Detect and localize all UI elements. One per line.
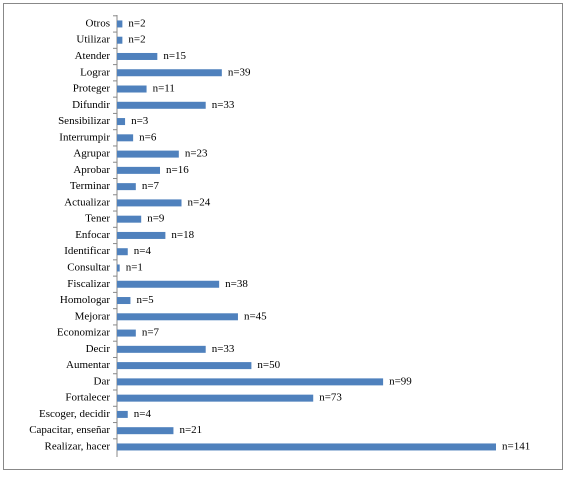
data-label: n=5	[136, 294, 154, 306]
y-tick-label: Decir	[86, 343, 111, 355]
bar	[117, 280, 220, 288]
chart-border	[3, 3, 563, 470]
bar	[117, 394, 314, 402]
y-tick-label: Dar	[94, 375, 111, 387]
data-label: n=15	[163, 50, 186, 62]
data-label: n=24	[188, 196, 211, 208]
data-label: n=6	[139, 131, 157, 143]
bar	[117, 313, 238, 321]
data-label: n=16	[166, 164, 189, 176]
bar	[117, 345, 206, 353]
bar	[117, 101, 206, 109]
data-label: n=33	[212, 343, 235, 355]
y-tick-label: Homologar	[60, 294, 110, 306]
data-label: n=21	[179, 424, 202, 436]
y-tick-label: Realizar, hacer	[44, 440, 110, 452]
y-tick-label: Terminar	[70, 180, 110, 192]
bar	[117, 134, 134, 142]
data-label: n=141	[502, 440, 530, 452]
data-label: n=50	[257, 359, 280, 371]
bar	[117, 378, 384, 386]
bar	[117, 118, 126, 126]
data-label: n=99	[389, 375, 412, 387]
bar	[117, 183, 136, 191]
bar	[117, 427, 174, 435]
data-label: n=2	[128, 17, 145, 29]
y-tick-label: Consultar	[67, 262, 110, 274]
y-tick-label: Lograr	[80, 66, 110, 78]
y-tick-label: Fortalecer	[65, 392, 110, 404]
bar	[117, 52, 158, 60]
data-label: n=18	[171, 229, 194, 241]
y-tick-label: Agrupar	[73, 148, 110, 160]
data-label: n=11	[153, 83, 175, 95]
bar	[117, 69, 222, 77]
bar	[117, 36, 123, 44]
y-tick-label: Capacitar, enseñar	[29, 424, 110, 436]
y-tick-label: Interrumpir	[59, 131, 110, 143]
y-tick-label: Economizar	[57, 327, 110, 339]
y-tick-label: Aumentar	[66, 359, 110, 371]
y-tick-label: Otros	[86, 17, 110, 29]
bar	[117, 362, 252, 370]
y-tick-label: Actualizar	[64, 196, 110, 208]
y-tick-label: Sensibilizar	[58, 115, 110, 127]
bar	[117, 166, 161, 174]
y-tick-label: Utilizar	[76, 34, 110, 46]
data-label: n=7	[142, 327, 160, 339]
data-label: n=4	[134, 245, 152, 257]
y-tick-label: Aprobar	[73, 164, 110, 176]
data-label: n=3	[131, 115, 149, 127]
data-label: n=2	[128, 34, 145, 46]
y-tick-label: Proteger	[73, 83, 111, 95]
y-tick-label: Escoger, decidir	[39, 408, 110, 420]
bar	[117, 264, 120, 272]
bar	[117, 85, 147, 93]
data-label: n=1	[126, 262, 143, 274]
y-tick-label: Tener	[85, 213, 110, 225]
bar	[117, 150, 179, 158]
y-tick-label: Fiscalizar	[67, 278, 110, 290]
y-tick-label: Difundir	[72, 99, 110, 111]
bar	[117, 329, 136, 337]
data-label: n=39	[228, 66, 251, 78]
y-tick-label: Mejorar	[75, 310, 111, 322]
data-label: n=33	[212, 99, 235, 111]
y-tick-label: Identificar	[64, 245, 110, 257]
y-tick-label: Enfocar	[75, 229, 110, 241]
data-label: n=23	[185, 148, 208, 160]
bar	[117, 231, 166, 239]
data-label: n=7	[142, 180, 160, 192]
data-label: n=4	[134, 408, 152, 420]
data-label: n=45	[244, 310, 267, 322]
y-tick-label: Atender	[75, 50, 111, 62]
data-label: n=38	[225, 278, 248, 290]
bar	[117, 410, 128, 418]
bar	[117, 297, 131, 305]
data-label: n=9	[147, 213, 165, 225]
bar	[117, 20, 123, 28]
bar	[117, 199, 182, 207]
bar	[117, 248, 128, 256]
bar	[117, 215, 142, 223]
bar	[117, 443, 496, 451]
data-label: n=73	[319, 392, 342, 404]
